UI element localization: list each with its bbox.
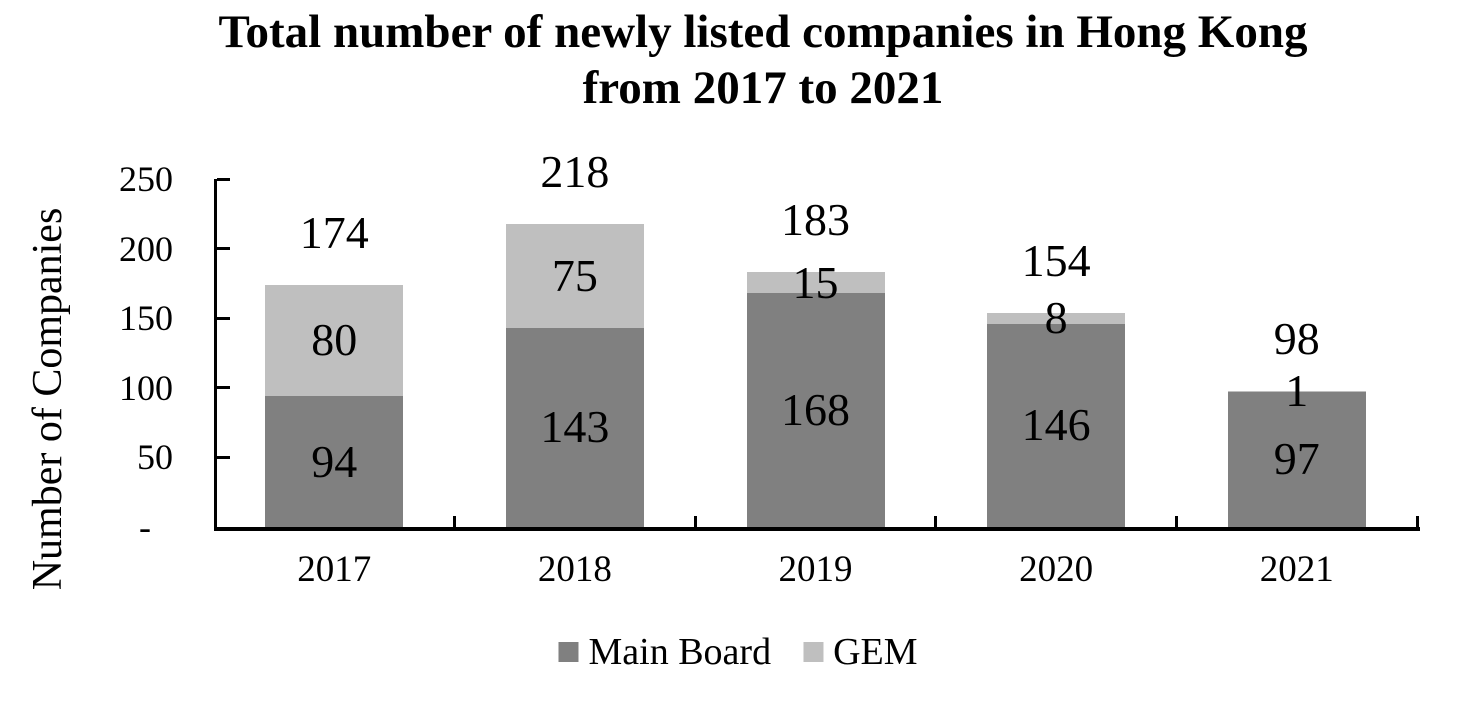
main-board-value-label: 168 [781,384,850,436]
y-axis-tick [217,177,230,181]
y-axis-tick-label: 250 [119,159,173,199]
chart-title-line2: from 2017 to 2021 [582,62,944,114]
gem-value-label: 8 [1044,292,1068,344]
bar-segment-main-board-2017 [265,396,404,527]
x-axis-tick [934,516,938,527]
bar-segment-gem-2019 [746,272,885,294]
gem-value-label: 15 [792,256,839,308]
y-axis-tick-label: 200 [119,228,173,269]
x-axis-tick [693,516,697,527]
chart-title: Total number of newly listed companies i… [219,4,1308,116]
y-axis-tick [217,316,230,320]
bar-segment-main-board-2018 [505,327,644,527]
bar-segment-gem-2017 [265,284,404,397]
x-axis-category-label: 2018 [537,549,612,590]
x-axis-category-label: 2020 [1019,549,1094,590]
y-axis-tick [217,386,230,390]
legend: Main Board GEM [558,630,918,674]
bar-segment-gem-2020 [987,312,1126,324]
legend-swatch-icon [803,642,824,662]
main-board-value-label: 143 [540,401,610,453]
bar-segment-main-board-2019 [746,293,885,527]
main-board-value-label: 97 [1273,433,1320,485]
y-axis-tick [217,455,230,459]
total-value-label: 183 [781,194,850,246]
gem-value-label: 1 [1285,365,1309,417]
bar-segment-gem-2018 [505,223,644,328]
x-axis-tick [453,516,457,527]
y-axis-tick-label: - [139,507,151,547]
gem-value-label: 80 [311,314,358,366]
legend-item-main-board: Main Board [558,630,771,674]
y-axis-tick-label: 100 [119,367,173,408]
y-axis-tick-label: 150 [119,298,173,339]
bar-segment-main-board-2021 [1227,391,1366,527]
x-axis-category-label: 2019 [778,549,853,590]
gem-value-label: 75 [551,249,598,301]
chart-title-line1: Total number of newly listed companies i… [218,6,1308,58]
bar-segment-gem-2021 [1227,390,1366,392]
total-value-label: 154 [1021,234,1091,286]
legend-item-gem: GEM [803,630,918,674]
total-value-label: 98 [1273,312,1320,364]
x-axis-tick [1415,516,1419,527]
x-axis-tick [1174,516,1178,527]
y-axis-tick [217,247,230,251]
y-axis-tick-label: 50 [137,437,173,478]
legend-swatch-icon [558,642,579,662]
legend-label: GEM [833,631,918,673]
plot-area [214,179,1420,531]
total-value-label: 174 [299,206,369,258]
x-axis-category-label: 2021 [1259,549,1334,590]
main-board-value-label: 146 [1021,399,1091,451]
bar-segment-main-board-2020 [987,323,1126,527]
total-value-label: 218 [540,145,610,197]
legend-label: Main Board [588,631,772,673]
main-board-value-label: 94 [311,435,358,487]
x-axis-category-label: 2017 [297,549,372,590]
